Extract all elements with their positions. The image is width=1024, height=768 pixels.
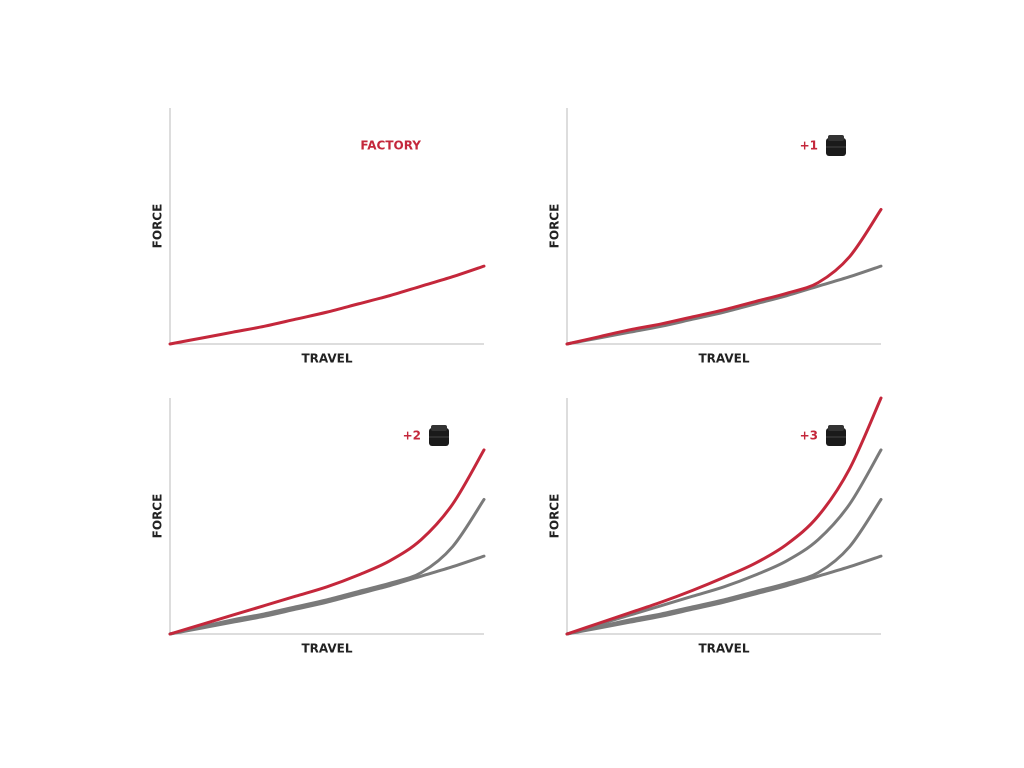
y-axis-label: FORCE (151, 204, 165, 249)
curve (565, 497, 883, 636)
curve (168, 448, 486, 636)
annotation: +2 (403, 429, 421, 443)
token-cap (828, 425, 844, 431)
curve (168, 497, 486, 636)
curve (565, 448, 883, 636)
curve (565, 207, 883, 346)
token-icon (826, 425, 846, 446)
x-axis-label: TRAVEL (301, 642, 352, 656)
token-cap (828, 135, 844, 141)
curve (168, 264, 486, 346)
annotation: +3 (800, 429, 818, 443)
x-axis-label: TRAVEL (301, 352, 352, 366)
curve (565, 554, 883, 636)
token-cap (431, 425, 447, 431)
token-icon (429, 425, 449, 446)
y-axis-label: FORCE (548, 204, 562, 249)
token-icon (826, 135, 846, 156)
x-axis-label: TRAVEL (698, 352, 749, 366)
y-axis-label: FORCE (151, 494, 165, 539)
annotation: +1 (800, 139, 818, 153)
y-axis-label: FORCE (548, 494, 562, 539)
curve (565, 396, 883, 636)
annotation: FACTORY (360, 139, 421, 153)
x-axis-label: TRAVEL (698, 642, 749, 656)
curve (168, 554, 486, 636)
curve (565, 264, 883, 346)
